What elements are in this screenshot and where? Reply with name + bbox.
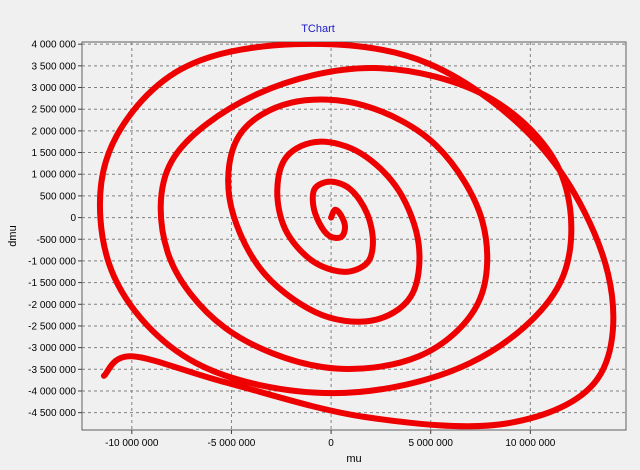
x-tick-label: -10 000 000 xyxy=(105,438,159,449)
y-tick-label: 2 500 000 xyxy=(32,105,77,116)
chart-title: TChart xyxy=(301,23,335,35)
y-tick-label: 3 500 000 xyxy=(32,61,77,72)
y-tick-label: -1 500 000 xyxy=(28,278,76,289)
y-tick-label: -3 000 000 xyxy=(28,343,76,354)
y-tick-label: -3 500 000 xyxy=(28,365,76,376)
x-tick-label: -5 000 000 xyxy=(208,438,256,449)
series-line-spiral xyxy=(96,42,617,430)
x-tick-label: 0 xyxy=(328,438,334,449)
y-tick-labels: 4 000 000 3 500 000 3 000 000 2 500 000 2 00… xyxy=(28,40,76,419)
y-tick-label: 1 500 000 xyxy=(32,148,77,159)
y-tick-label: 500 000 xyxy=(40,191,77,202)
y-tick-label: 1 000 000 xyxy=(32,170,77,181)
x-tick-labels: -10 000 000 -5 000 000 0 5 000 000 10 000 00… xyxy=(105,438,556,449)
x-axis-title: mu xyxy=(346,453,361,465)
y-tick-label: -4 000 000 xyxy=(28,386,76,397)
y-tick-label: -2 500 000 xyxy=(28,321,76,332)
y-tick-label: 4 000 000 xyxy=(32,40,77,51)
x-tick-label: 5 000 000 xyxy=(408,438,453,449)
y-tick-label: 0 xyxy=(70,213,76,224)
y-axis-title: dmu xyxy=(7,225,19,246)
y-tick-label: 2 000 000 xyxy=(32,126,77,137)
y-tick-label: -500 000 xyxy=(37,235,77,246)
axis-ticks xyxy=(78,43,531,434)
y-tick-label: -4 500 000 xyxy=(28,408,76,419)
y-tick-label: 3 000 000 xyxy=(32,83,77,94)
y-tick-label: -2 000 000 xyxy=(28,300,76,311)
x-tick-label: 10 000 000 xyxy=(505,438,555,449)
y-tick-label: -1 000 000 xyxy=(28,256,76,267)
